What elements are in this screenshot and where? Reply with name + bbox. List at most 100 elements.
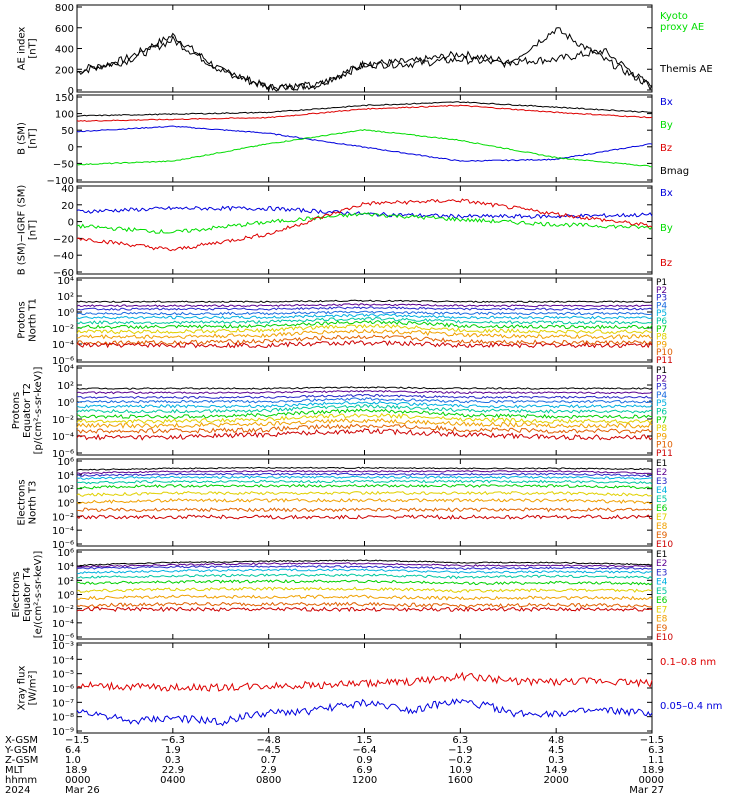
legend-entry: P1 xyxy=(656,366,667,376)
footer-value: −1.9 xyxy=(448,745,472,756)
y-tick-label: 10⁶ xyxy=(57,548,74,559)
series-line-Themis AE xyxy=(76,27,653,92)
footer-value: 10.9 xyxy=(449,765,471,776)
y-axis-title: North T1 xyxy=(28,298,39,342)
footer-value: −0.2 xyxy=(448,755,472,766)
series-line-0.05–0.4 nm xyxy=(76,698,653,727)
legend-entry: By xyxy=(660,223,673,234)
footer-value: 0000 xyxy=(639,775,664,786)
footer-value: 0.9 xyxy=(357,755,373,766)
y-axis-title: [nT] xyxy=(28,220,39,240)
legend-entry: Kyoto xyxy=(660,11,688,22)
footer-value: 2000 xyxy=(543,775,568,786)
footer-value: 6.3 xyxy=(452,735,468,746)
footer-value: 22.9 xyxy=(162,765,184,776)
series-line-E4 xyxy=(76,568,652,575)
y-tick-label: 10⁶ xyxy=(57,457,74,468)
footer-value: 0000 xyxy=(65,775,90,786)
y-tick-label: 10⁻⁸ xyxy=(52,713,74,724)
panel-frame xyxy=(76,94,653,183)
footer-row-label: Z-GSM xyxy=(5,755,38,766)
legend-entry: P10 xyxy=(656,441,673,451)
legend-entry: P5 xyxy=(656,399,667,409)
series-line-Kyoto proxy AE xyxy=(76,32,653,92)
footer-row-label: MLT xyxy=(5,765,25,776)
series-line-Bz xyxy=(76,198,653,252)
legend-entry: P2 xyxy=(656,374,667,384)
y-tick-label: 10⁴ xyxy=(57,562,74,573)
series-line-P5 xyxy=(76,313,653,320)
y-tick-label: 10⁻⁵ xyxy=(52,670,74,681)
footer-value: 0.3 xyxy=(165,755,181,766)
legend-entry: E7 xyxy=(656,513,667,523)
series-line-P10 xyxy=(76,423,653,434)
legend-entry: E8 xyxy=(656,522,668,532)
legend-entry: E5 xyxy=(656,495,667,505)
y-tick-label: 50 xyxy=(61,126,74,137)
y-tick-label: 150 xyxy=(55,93,74,104)
footer-value: −4.8 xyxy=(257,735,281,746)
y-tick-label: 10⁻⁴ xyxy=(52,619,74,630)
y-tick-label: 10⁻⁶ xyxy=(52,633,74,644)
panel-frame xyxy=(76,4,653,93)
footer-value: 0.3 xyxy=(548,755,564,766)
y-axis-title: [p/(cm²-s-sr-keV)] xyxy=(33,367,44,455)
series-line-E3 xyxy=(76,472,653,478)
panel-xray: 10⁻³ 10⁻⁴ 10⁻⁵ 10⁻⁶ 10⁻⁷ 10⁻⁸ 10⁻⁹ Xray flux [W/… xyxy=(17,641,723,738)
y-tick-label: 10⁻² xyxy=(52,415,74,426)
y-axis-title: Electrons xyxy=(11,571,22,617)
legend-entry: P9 xyxy=(656,340,667,350)
series-line-P3 xyxy=(76,393,653,399)
footer-value: Mar 26 xyxy=(65,785,100,796)
footer-value: 6.9 xyxy=(357,765,373,776)
y-axis-title: AE index xyxy=(17,27,28,71)
footer-value: 1.9 xyxy=(165,745,181,756)
footer-value: Mar 27 xyxy=(629,785,664,796)
legend-entry: E4 xyxy=(656,486,668,496)
series-line-P2 xyxy=(76,303,653,308)
legend-entry: E10 xyxy=(656,540,673,550)
footer-value: −6.3 xyxy=(161,735,185,746)
y-tick-label: −50 xyxy=(53,159,74,170)
footer-value: 1200 xyxy=(352,775,377,786)
legend-entry: P8 xyxy=(656,424,667,434)
series-line-Bx xyxy=(76,125,653,162)
footer-value: 4.5 xyxy=(548,745,564,756)
y-tick-label: 400 xyxy=(55,45,74,56)
y-tick-label: 10⁰ xyxy=(57,398,74,409)
legend-entry: P10 xyxy=(656,348,673,358)
legend-entry: E10 xyxy=(656,633,673,643)
series-line-E7 xyxy=(76,490,652,497)
series-line-E2 xyxy=(76,562,653,568)
series-line-P3 xyxy=(76,306,653,311)
series-line-E5 xyxy=(76,573,653,580)
series-line-P8 xyxy=(76,323,653,335)
y-tick-label: 10² xyxy=(57,485,74,496)
y-tick-label: 0 xyxy=(68,218,74,229)
footer-value: −1.5 xyxy=(65,735,89,746)
legend-entry: E7 xyxy=(656,605,667,615)
y-tick-label: 200 xyxy=(55,65,74,76)
series-line-P9 xyxy=(76,417,653,429)
footer-value: 1.1 xyxy=(648,755,664,766)
y-axis-title: B (SM) xyxy=(17,122,28,155)
footer-value: −4.5 xyxy=(257,745,281,756)
y-tick-label: 10⁻⁶ xyxy=(52,684,74,695)
footer-value: 4.8 xyxy=(548,735,564,746)
y-axis-title: [nT] xyxy=(28,128,39,148)
legend-entry: Bz xyxy=(660,143,672,154)
y-tick-label: 10⁻⁴ xyxy=(52,340,74,351)
series-line-E2 xyxy=(76,470,652,475)
series-line-E5 xyxy=(76,479,653,485)
footer-value: 0.7 xyxy=(261,755,277,766)
y-tick-label: 10⁴ xyxy=(57,364,74,375)
series-line-P5 xyxy=(76,401,653,409)
legend-entry: E1 xyxy=(656,459,667,469)
legend-entry: P6 xyxy=(656,408,667,418)
y-axis-title: [e/(cm²-s-sr-keV)] xyxy=(33,551,44,639)
y-tick-label: −40 xyxy=(53,251,74,262)
panel-ee: 10⁶ 10⁴ 10² 10⁰ 10⁻² 10⁻⁴ 10⁻⁶ Electrons Equator… xyxy=(11,548,673,644)
y-tick-label: 10⁴ xyxy=(57,276,74,287)
y-tick-label: 10² xyxy=(57,292,74,303)
